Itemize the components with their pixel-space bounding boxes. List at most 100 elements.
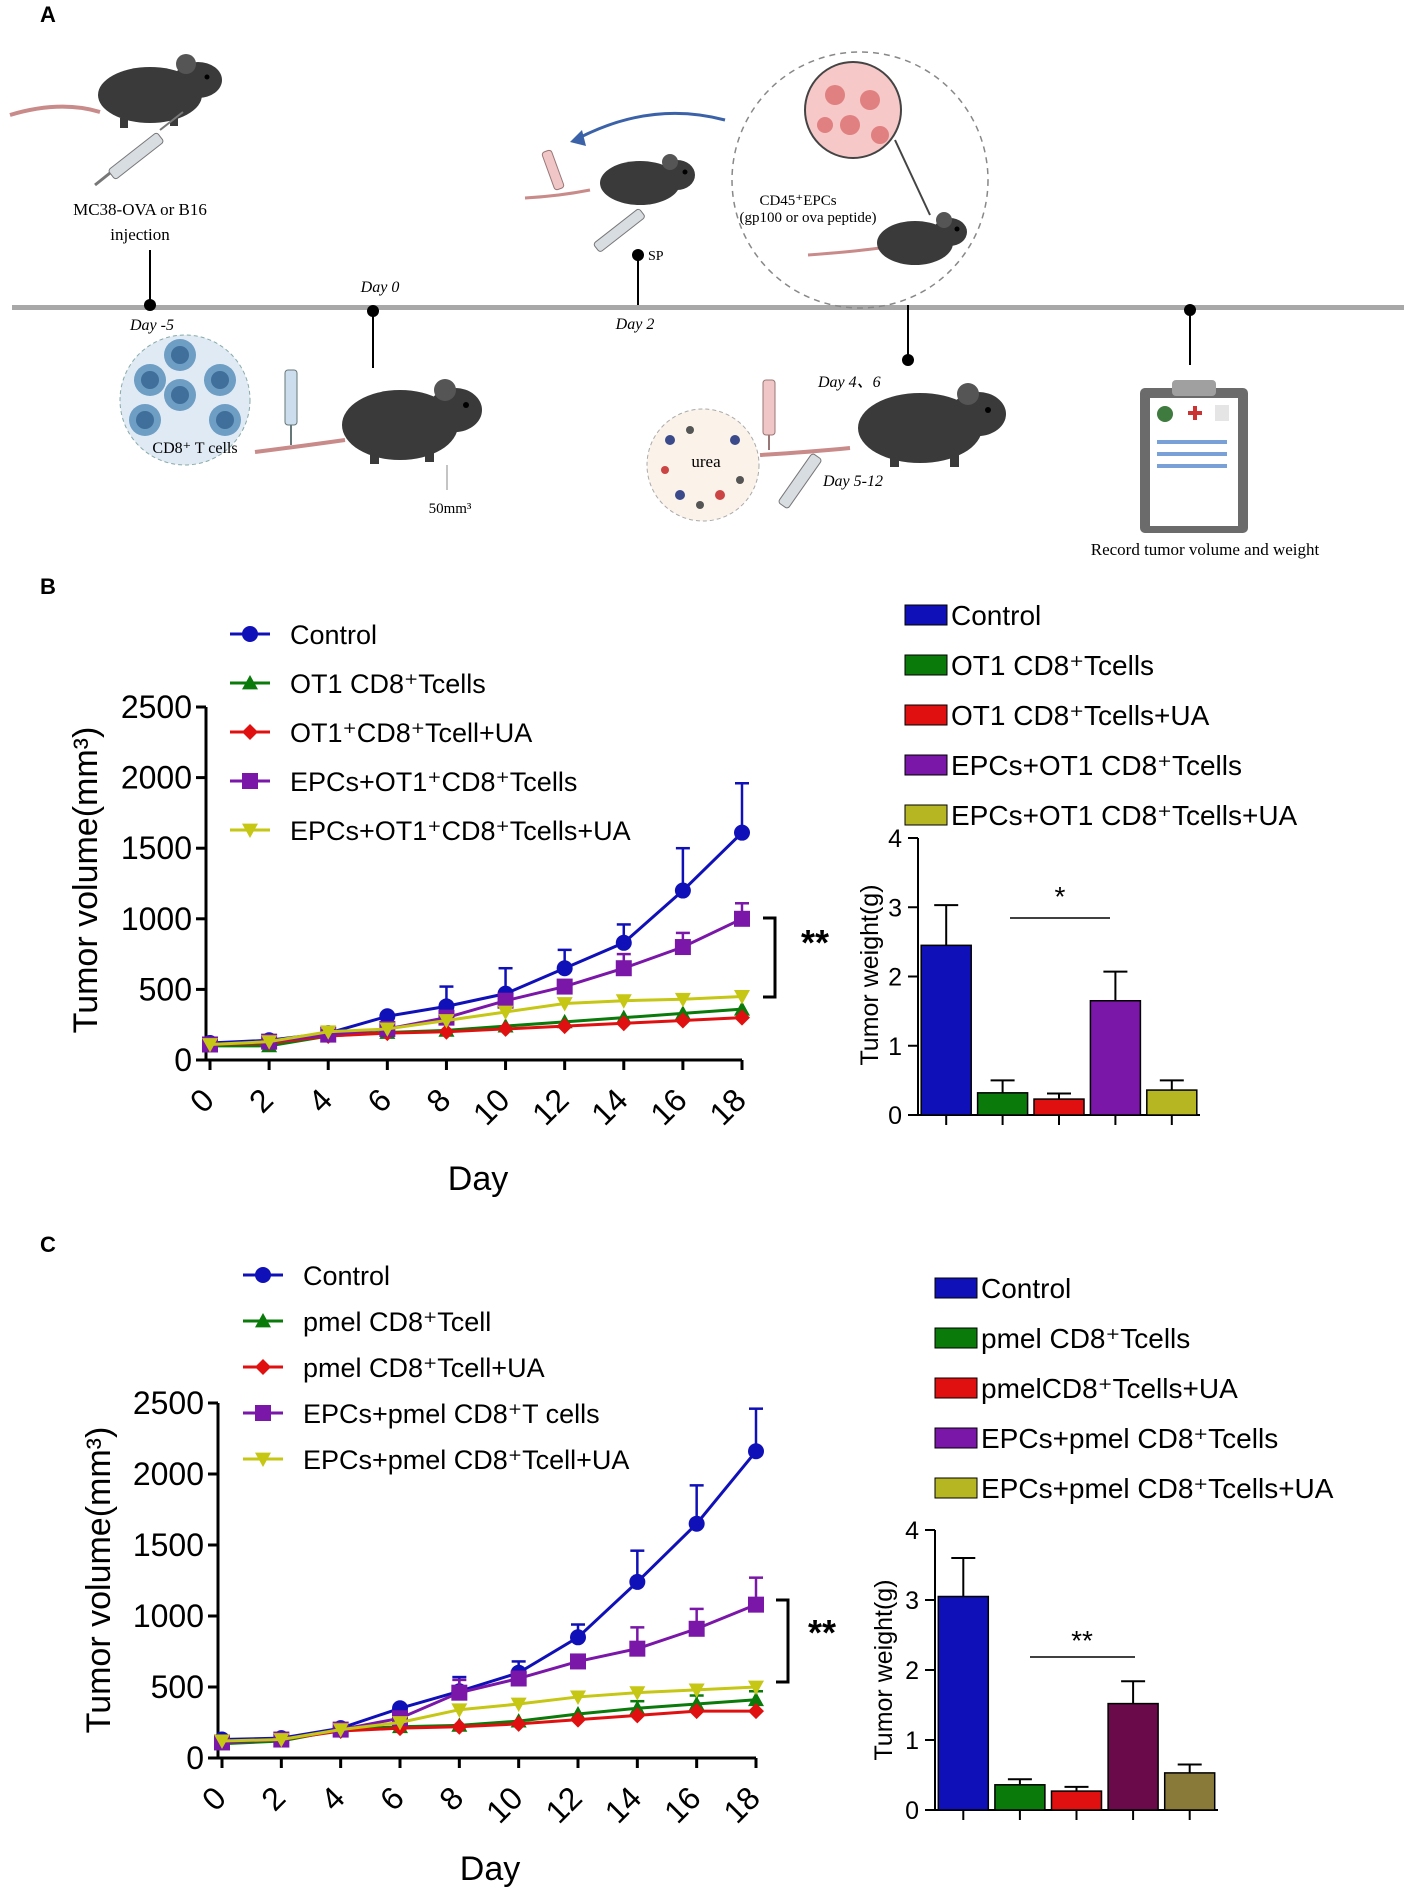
data-point bbox=[570, 1629, 586, 1646]
legend-swatch bbox=[934, 1477, 978, 1499]
syringe-icon-sp bbox=[593, 208, 645, 252]
significance-label: ** bbox=[1071, 1625, 1093, 1656]
x-axis-label: Day bbox=[448, 1160, 508, 1198]
data-point bbox=[556, 997, 573, 1012]
legend-marker bbox=[255, 1405, 271, 1421]
data-point bbox=[629, 1686, 646, 1701]
data-point bbox=[615, 960, 632, 977]
legend-label: Control bbox=[290, 620, 377, 650]
y-axis-label: Tumor weight(g) bbox=[856, 884, 884, 1065]
data-point bbox=[202, 1038, 218, 1053]
data-point bbox=[688, 1515, 705, 1532]
chart-b-tumor-weight: 0 1 2 3 4 Tumor weight(g) * Control OT1 CD8⁺Tcel… bbox=[856, 600, 1298, 1130]
syringe-icon-injection bbox=[94, 111, 184, 187]
urea-molecule-circle bbox=[646, 408, 760, 522]
bar bbox=[1107, 1702, 1159, 1811]
x-tick-label: 16 bbox=[657, 1779, 708, 1830]
x-tick-label: 6 bbox=[373, 1779, 411, 1817]
day-minus5-label: Day -5 bbox=[129, 317, 174, 334]
y-tick-label: 1000 bbox=[121, 901, 192, 937]
data-point bbox=[497, 992, 514, 1009]
legend-swatch bbox=[934, 1427, 978, 1449]
legend-label: OT1 CD8⁺Tcells bbox=[290, 669, 486, 699]
day-5-12-label: Day 5-12 bbox=[822, 473, 883, 490]
data-point bbox=[748, 1596, 764, 1613]
data-point bbox=[510, 1715, 527, 1732]
y-tick-label: 1000 bbox=[133, 1598, 204, 1634]
mouse-icon-day4 bbox=[759, 383, 1006, 467]
y-axis-label: Tumor volume(mm³) bbox=[80, 1427, 118, 1734]
legend-label: EPCs+pmel CD8⁺T cells bbox=[303, 1399, 600, 1429]
y-tick-label: 1500 bbox=[133, 1527, 204, 1563]
epcs-label-line2: (gp100 or ova peptide) bbox=[739, 210, 876, 226]
bar bbox=[1033, 1098, 1085, 1116]
panel-label-c: C bbox=[40, 1232, 56, 1257]
legend-marker bbox=[242, 823, 258, 838]
x-tick-label: 18 bbox=[702, 1081, 753, 1132]
cd8-cells-label: CD8⁺ T cells bbox=[152, 440, 237, 457]
arrowhead-icon bbox=[570, 130, 586, 146]
legend-marker bbox=[255, 1452, 271, 1467]
x-tick-label: 0 bbox=[183, 1081, 221, 1119]
bar bbox=[994, 1784, 1046, 1811]
legend-marker bbox=[255, 1267, 271, 1283]
injection-label-line2: injection bbox=[110, 225, 170, 244]
legend-label: OT1 CD8⁺Tcells bbox=[951, 650, 1154, 681]
data-point bbox=[734, 990, 750, 1005]
data-point bbox=[748, 1703, 764, 1720]
data-point bbox=[688, 1683, 705, 1698]
data-point bbox=[748, 1691, 764, 1707]
timeline-bar bbox=[12, 305, 1404, 310]
significance-bracket bbox=[776, 1598, 790, 1684]
x-tick-label: 2 bbox=[254, 1779, 292, 1817]
data-point bbox=[674, 882, 691, 899]
y-tick-label: 3 bbox=[905, 1587, 919, 1615]
data-point bbox=[510, 1670, 527, 1687]
y-tick-label: 2 bbox=[905, 1657, 919, 1685]
legend-marker bbox=[242, 773, 258, 789]
legend-label: pmel CD8⁺Tcells bbox=[981, 1323, 1190, 1354]
data-point bbox=[615, 1015, 632, 1032]
bar bbox=[976, 1092, 1029, 1116]
mouse-icon-epcs bbox=[807, 212, 967, 265]
y-axis-label: Tumor volume(mm³) bbox=[67, 727, 105, 1034]
data-point bbox=[261, 1035, 278, 1050]
x-axis-label: Day bbox=[460, 1850, 520, 1888]
data-point bbox=[615, 934, 632, 951]
y-tick-label: 500 bbox=[139, 971, 192, 1007]
panel-a-schematic: A MC38-OVA or B16 injection Day -5 Day 0 bbox=[9, 2, 1404, 559]
data-point bbox=[332, 1723, 349, 1738]
legend-swatch bbox=[934, 1377, 978, 1399]
y-tick-label: 0 bbox=[905, 1797, 919, 1825]
bar bbox=[937, 1595, 990, 1811]
series-line bbox=[209, 917, 743, 1046]
x-tick-label: 8 bbox=[419, 1081, 457, 1119]
legend-label: EPCs+OT1 CD8⁺Tcells+UA bbox=[951, 800, 1298, 831]
cd8-cells-circle bbox=[119, 334, 251, 466]
x-tick-label: 4 bbox=[301, 1081, 339, 1119]
legend-label: OT1 CD8⁺Tcells+UA bbox=[951, 700, 1210, 731]
data-point bbox=[556, 960, 573, 977]
y-tick-label: 2500 bbox=[121, 689, 192, 725]
legend-label: Control bbox=[303, 1261, 390, 1291]
panel-label-a: A bbox=[40, 2, 56, 27]
series-line bbox=[221, 1450, 758, 1742]
data-point bbox=[734, 824, 750, 841]
data-point bbox=[629, 1573, 646, 1590]
legend-label: pmel CD8⁺Tcell bbox=[303, 1307, 491, 1337]
bar bbox=[1146, 1089, 1198, 1116]
y-tick-label: 2500 bbox=[133, 1385, 204, 1421]
data-point bbox=[392, 1716, 408, 1731]
data-point bbox=[510, 1697, 527, 1713]
x-tick-label: 12 bbox=[525, 1081, 576, 1132]
legend-swatch bbox=[904, 604, 948, 626]
syringe-icon-red bbox=[541, 149, 565, 191]
y-tick-label: 4 bbox=[905, 1517, 919, 1545]
syringe-icon-day5 bbox=[778, 453, 822, 509]
data-point bbox=[629, 1640, 646, 1657]
legend-label: EPCs+pmel CD8⁺Tcells bbox=[981, 1423, 1278, 1454]
data-point bbox=[688, 1703, 705, 1720]
data-point bbox=[556, 1018, 573, 1035]
